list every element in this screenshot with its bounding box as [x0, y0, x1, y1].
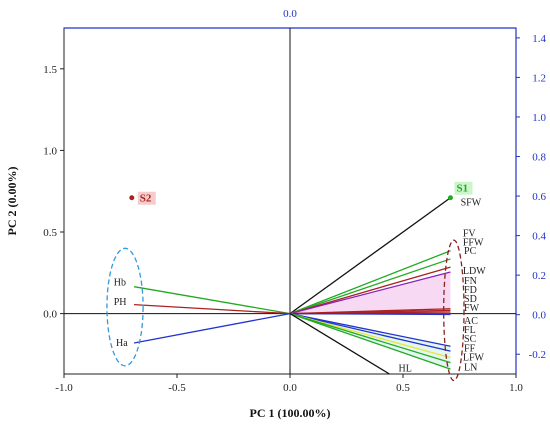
- right-tick-label: -0.2: [529, 349, 546, 361]
- vector-sc: [289, 312, 451, 352]
- loading-vectors: [133, 197, 451, 375]
- vector-pc: [289, 266, 451, 315]
- right-tick-label: 0.0: [532, 310, 546, 322]
- label-ln: LN: [464, 362, 477, 373]
- label-pc: PC: [464, 246, 477, 257]
- label-ha: Ha: [116, 338, 128, 349]
- vector-ff: [289, 312, 451, 359]
- group-ellipse-left: [106, 247, 144, 367]
- label-fl: FL: [464, 325, 476, 336]
- vector-ffw: [289, 258, 451, 315]
- x-axis-title: PC 1 (100.00%): [250, 406, 331, 420]
- right-tick-label: 0.8: [532, 152, 546, 164]
- right-tick-label: 0.6: [532, 191, 546, 203]
- top-axis-label: 0.0: [283, 8, 297, 20]
- vector-hb: [133, 286, 291, 315]
- y-axis-title: PC 2 (0.00%): [5, 167, 19, 236]
- group-ellipses: [106, 239, 465, 382]
- y-axis-ticks: 0.0 0.5 1.0 1.5: [43, 64, 64, 321]
- label-ph: PH: [114, 297, 127, 308]
- label-ldw: LDW: [463, 266, 486, 277]
- label-ffw: FFW: [463, 238, 484, 249]
- label-fd: FD: [464, 285, 477, 296]
- group-ellipse-right: [443, 239, 465, 382]
- vector-ldw: [289, 271, 451, 315]
- label-ac: AC: [464, 316, 478, 327]
- x-axis-ticks: -1.0 -0.5 0.0 0.5 1.0: [55, 374, 523, 394]
- label-fw: FW: [464, 303, 480, 314]
- y-tick-label: 0.0: [43, 309, 57, 321]
- label-sfw: SFW: [461, 198, 482, 209]
- label-sd: SD: [464, 294, 477, 305]
- label-fv: FV: [463, 229, 477, 240]
- y-tick-label: 0.5: [43, 227, 57, 239]
- sample-points: S1 S2: [129, 181, 473, 205]
- right-tick-label: 0.2: [532, 270, 546, 282]
- right-tick-label: 1.2: [532, 72, 546, 84]
- x-tick-label: -1.0: [55, 382, 73, 394]
- label-hl: HL: [398, 363, 411, 374]
- right-tick-label: 1.0: [532, 112, 546, 124]
- vector-hl: [289, 313, 390, 375]
- vector-sfw: [289, 197, 451, 315]
- y-tick-label: 1.0: [43, 145, 57, 157]
- label-sc: SC: [464, 334, 477, 345]
- sample-point-s2: [129, 195, 135, 201]
- vector-fv: [289, 250, 451, 315]
- label-fn: FN: [464, 276, 477, 287]
- x-tick-label: -0.5: [168, 382, 186, 394]
- right-tick-label: 1.4: [532, 33, 546, 45]
- sample-label-s1: S1: [456, 183, 468, 195]
- sample-label-bg-s1: [454, 181, 473, 195]
- vector-fl: [289, 312, 451, 347]
- right-axis-ticks: -0.2 0.0 0.2 0.4 0.6 0.8 1.0 1.2 1.4: [516, 33, 547, 361]
- right-tick-label: 0.4: [532, 231, 546, 243]
- vector-ln: [289, 312, 451, 370]
- vector-lfw: [289, 312, 451, 364]
- label-hb: Hb: [114, 278, 126, 289]
- vector-ac: [289, 312, 451, 316]
- x-tick-label: 0.5: [396, 382, 410, 394]
- sample-label-s2: S2: [140, 193, 152, 205]
- x-tick-label: 1.0: [509, 382, 523, 394]
- label-lfw: LFW: [463, 353, 485, 364]
- y-tick-label: 1.5: [43, 64, 57, 76]
- sample-point-s1: [447, 195, 453, 201]
- x-tick-label: 0.0: [283, 382, 297, 394]
- vector-ha: [133, 312, 291, 344]
- label-ff: FF: [464, 344, 476, 355]
- vector-ph: [134, 303, 291, 315]
- sample-label-bg-s2: [137, 191, 156, 205]
